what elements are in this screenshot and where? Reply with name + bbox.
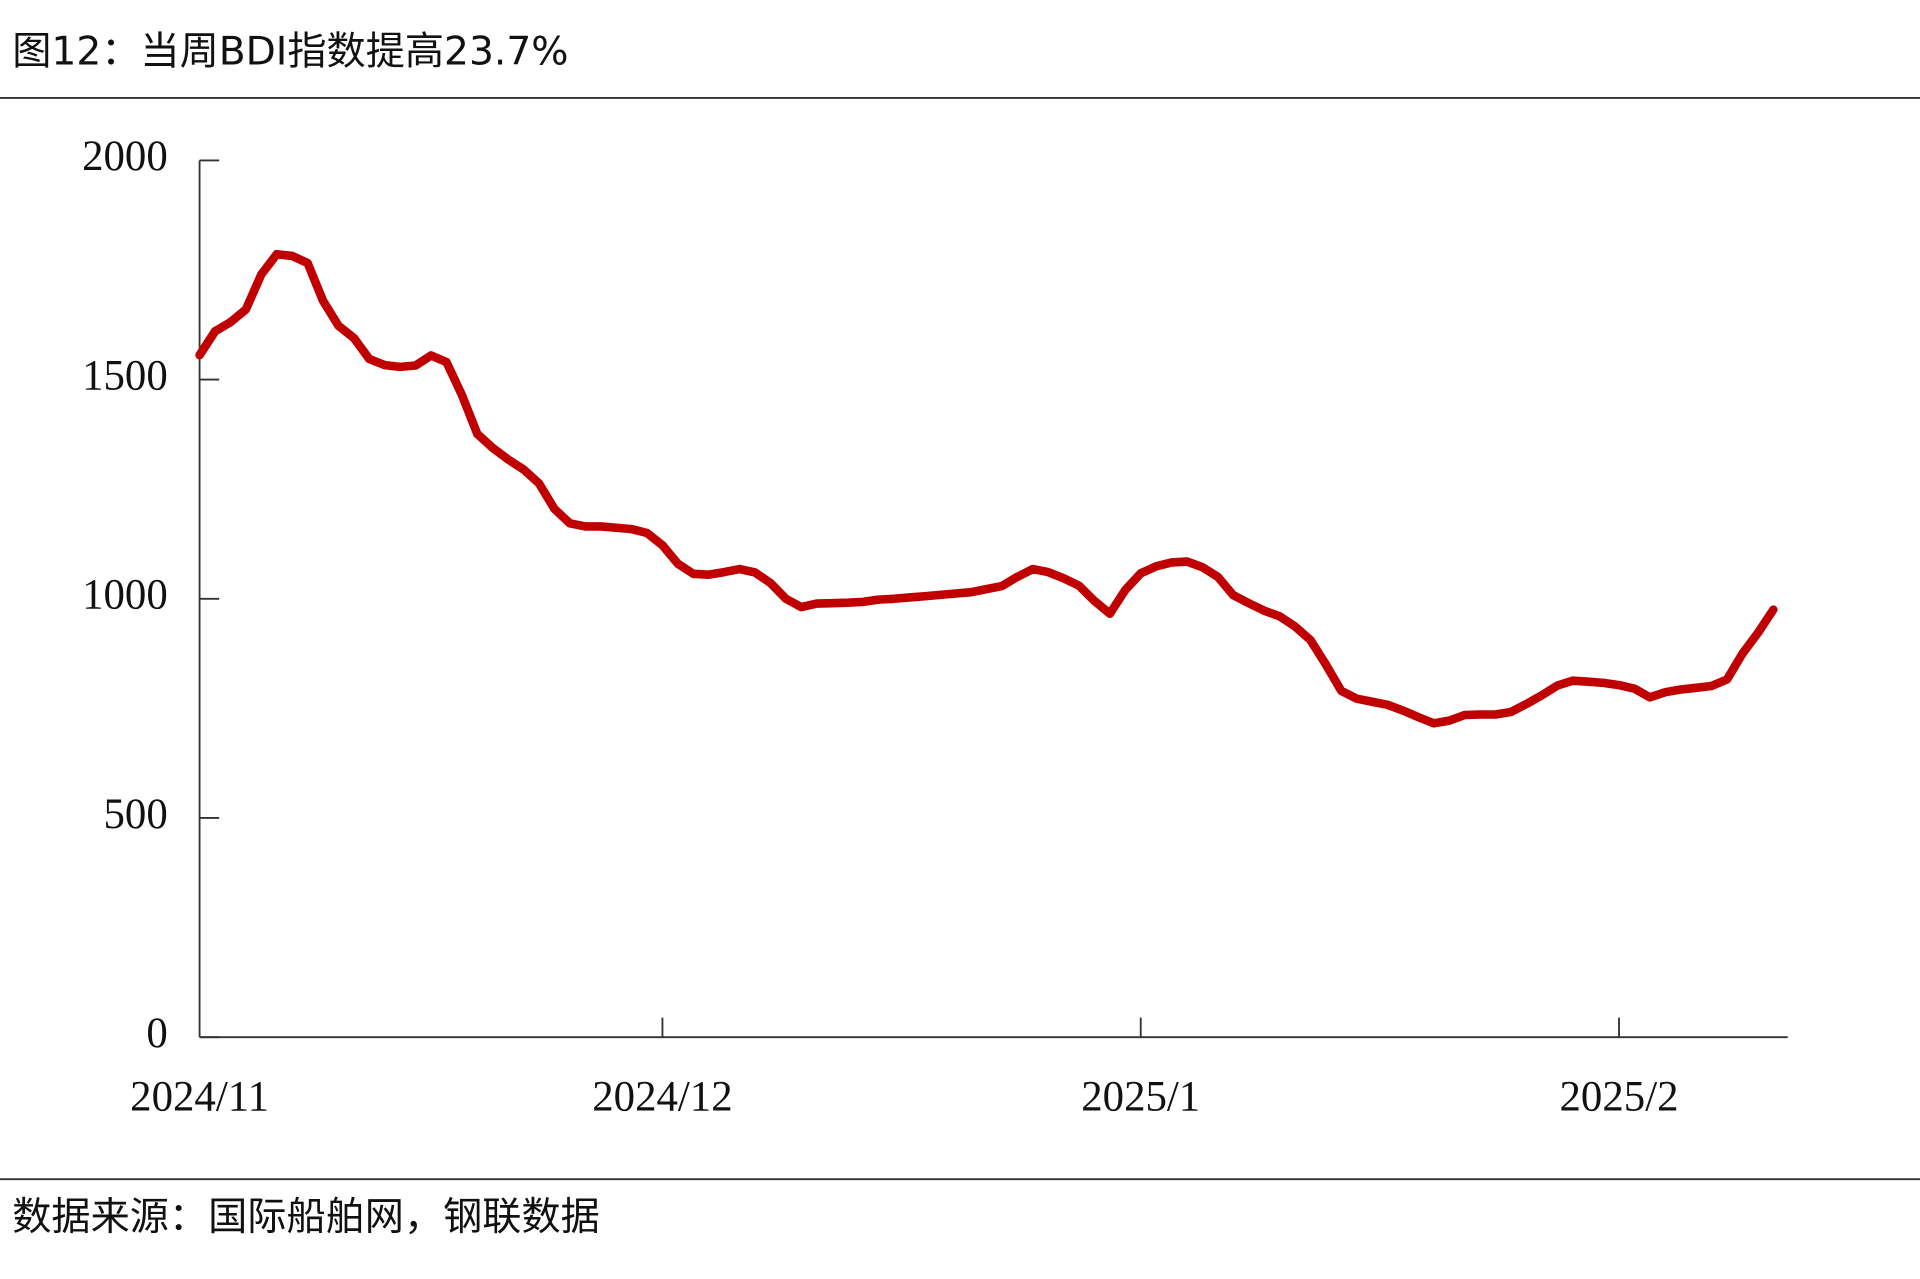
x-tick-label: 2024/11 [130,1074,269,1121]
x-tick-label: 2024/12 [592,1074,732,1121]
x-tick-label: 2025/2 [1560,1074,1679,1121]
y-tick-label: 0 [146,1010,167,1057]
line-series [195,249,1778,728]
y-tick-label: 1500 [82,352,168,399]
y-tick-label: 2000 [82,133,168,180]
x-tick-label: 2025/1 [1081,1074,1200,1121]
y-tick-label: 1000 [82,572,168,619]
y-tick-label: 500 [103,791,167,838]
chart-title: 图12：当周BDI指数提高23.7% [12,29,568,74]
source-note: 数据来源：国际船舶网，钢联数据 [12,1195,600,1240]
